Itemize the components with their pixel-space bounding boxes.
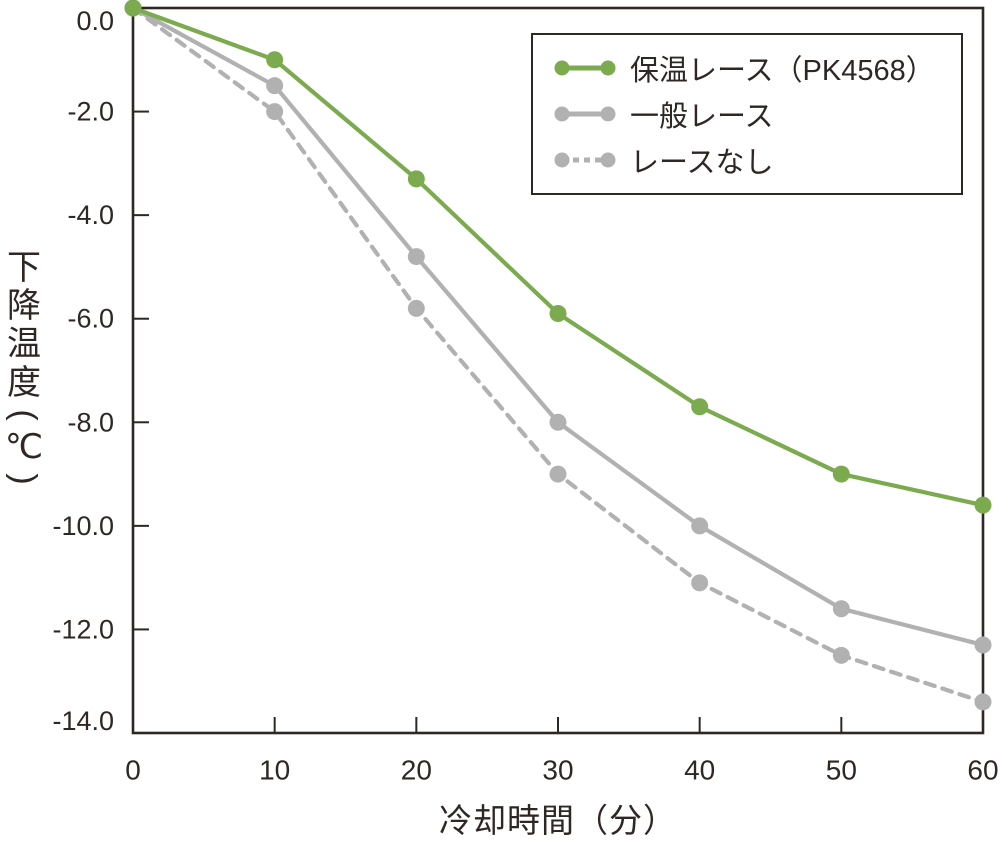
- y-axis-title-char: 度: [7, 363, 41, 402]
- series-0-point-1: [266, 51, 284, 69]
- legend-label: 保温レース（PK4568）: [630, 55, 935, 87]
- y-axis-title-char: 温: [7, 325, 41, 364]
- x-tick-label: 10: [259, 755, 290, 786]
- series-0-point-4: [691, 398, 709, 416]
- series-0-point-6: [974, 496, 992, 514]
- series-2-point-2: [407, 299, 425, 317]
- series-1-point-5: [832, 600, 850, 618]
- x-tick-label: 40: [684, 755, 715, 786]
- series-2-point-6: [974, 693, 992, 711]
- y-tick-label: -12.0: [52, 614, 114, 644]
- series-1-point-2: [407, 248, 425, 266]
- x-tick-label: 0: [125, 755, 141, 786]
- y-axis-title-char: 降: [7, 287, 41, 326]
- legend-item-1: 一般レース: [553, 93, 953, 135]
- series-2-point-3: [549, 465, 567, 483]
- y-tick-label: -6.0: [67, 304, 114, 334]
- series-2-point-5: [832, 646, 850, 664]
- x-tick-label: 60: [967, 755, 998, 786]
- x-tick-label: 50: [826, 755, 857, 786]
- x-axis-title: 冷却時間（分）: [439, 802, 677, 839]
- legend: 保温レース（PK4568） 一般レースレースなし: [531, 33, 963, 195]
- y-tick-label: -4.0: [67, 200, 114, 230]
- y-axis-title-char: ℃: [4, 427, 44, 466]
- y-tick-label: -2.0: [67, 97, 114, 127]
- series-0-point-2: [407, 170, 425, 188]
- y-axis-title-char: 下: [7, 249, 41, 288]
- series-0-point-0: [124, 0, 142, 17]
- legend-swatch: [554, 60, 616, 76]
- series-1-point-3: [549, 413, 567, 431]
- legend-label: 一般レース: [630, 101, 774, 133]
- y-axis-title-char: ): [5, 473, 44, 485]
- y-axis-title-char: (: [5, 408, 44, 421]
- legend-label: レースなし: [630, 147, 774, 179]
- y-tick-label: -14.0: [52, 706, 114, 736]
- legend-swatch: [554, 152, 616, 168]
- series-1-point-6: [974, 636, 992, 654]
- x-tick-label: 30: [542, 755, 573, 786]
- x-tick-label: 20: [401, 755, 432, 786]
- series-0-point-3: [549, 305, 567, 323]
- y-tick-label: -8.0: [67, 407, 114, 437]
- series-2-point-1: [266, 103, 284, 121]
- legend-swatch: [554, 106, 616, 122]
- y-tick-label: -10.0: [52, 511, 114, 541]
- series-1-point-4: [691, 517, 709, 535]
- series-1-point-1: [266, 77, 284, 95]
- legend-item-2: レースなし: [553, 139, 953, 181]
- y-tick-label: 0.0: [76, 6, 114, 36]
- y-axis-title: 下降温度 ( ℃): [2, 8, 46, 733]
- series-0-point-5: [832, 465, 850, 483]
- legend-item-0: 保温レース（PK4568）: [553, 47, 953, 89]
- series-2-point-4: [691, 574, 709, 592]
